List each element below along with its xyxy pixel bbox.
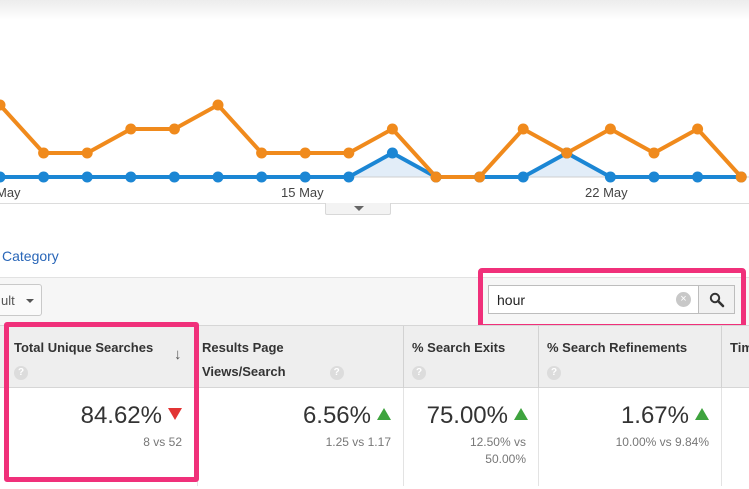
data-point[interactable] xyxy=(212,99,224,111)
column-header-search-exits[interactable]: % Search Exits ? xyxy=(403,326,538,388)
data-point[interactable] xyxy=(386,123,398,135)
data-point[interactable] xyxy=(517,123,529,135)
data-point[interactable] xyxy=(561,147,573,159)
summary-cell-results-page-views: 6.56% 1.25 vs 1.17 xyxy=(197,388,403,486)
data-point[interactable] xyxy=(256,171,268,183)
caret-down-icon xyxy=(26,299,34,303)
summary-value-text: 84.62% xyxy=(80,402,162,429)
increase-arrow-icon xyxy=(695,408,709,420)
chevron-down-icon xyxy=(354,206,364,211)
data-point[interactable] xyxy=(125,123,137,135)
data-point[interactable] xyxy=(517,171,529,183)
data-point[interactable] xyxy=(125,171,137,183)
data-point[interactable] xyxy=(299,171,311,183)
top-band xyxy=(0,0,749,20)
x-tick-label: 22 May xyxy=(585,185,628,200)
summary-comparison: 8 vs 52 xyxy=(143,435,182,449)
data-point[interactable] xyxy=(0,99,6,111)
column-header-total-unique-searches[interactable]: Total Unique Searches ? ↓ xyxy=(0,326,197,388)
column-header-label: Tim xyxy=(730,340,749,355)
segment-dropdown[interactable]: ult xyxy=(0,284,42,316)
summary-value-text: 1.67% xyxy=(620,402,689,429)
column-header-label: % Search Refinements xyxy=(547,340,688,355)
summary-comparison: 12.50% vs 50.00% xyxy=(470,434,526,468)
comparison-line: 12.50% vs xyxy=(469,435,526,449)
summary-value: 6.56% xyxy=(303,402,391,430)
data-point[interactable] xyxy=(430,171,442,183)
decrease-arrow-icon xyxy=(168,408,182,420)
column-header-label: Results Page Views/Search xyxy=(202,340,286,379)
trend-chart: May 15 May 22 May xyxy=(0,85,749,205)
data-point[interactable] xyxy=(38,171,50,183)
series-line xyxy=(0,151,742,179)
column-header-time[interactable]: Tim xyxy=(721,326,749,388)
help-icon[interactable]: ? xyxy=(412,365,426,380)
table-search-input[interactable] xyxy=(488,285,699,314)
increase-arrow-icon xyxy=(514,408,528,420)
summary-value-text: 6.56% xyxy=(302,402,371,429)
column-highlight-box xyxy=(4,322,199,482)
data-point[interactable] xyxy=(256,147,268,159)
summary-cell-total-unique-searches: 84.62% 8 vs 52 xyxy=(0,388,197,486)
summary-cell-search-refinements: 1.67% 10.00% vs 9.84% xyxy=(538,388,721,486)
search-button[interactable] xyxy=(698,285,735,314)
summary-value: 75.00% xyxy=(427,402,528,430)
summary-value: 1.67% xyxy=(621,402,709,430)
data-point[interactable] xyxy=(648,171,660,183)
data-point[interactable] xyxy=(212,171,224,183)
data-point[interactable] xyxy=(386,147,398,159)
data-point[interactable] xyxy=(474,171,486,183)
x-tick-label: 15 May xyxy=(281,185,324,200)
data-point[interactable] xyxy=(735,171,747,183)
data-point[interactable] xyxy=(343,147,355,159)
column-header-label: Total Unique Searches xyxy=(14,340,154,355)
comparison-line: 50.00% xyxy=(485,452,526,466)
sort-descending-icon[interactable]: ↓ xyxy=(174,346,182,363)
data-point[interactable] xyxy=(168,171,180,183)
increase-arrow-icon xyxy=(377,408,391,420)
data-point[interactable] xyxy=(692,171,704,183)
data-point[interactable] xyxy=(648,147,660,159)
data-point[interactable] xyxy=(0,171,6,183)
summary-comparison: 10.00% vs 9.84% xyxy=(615,435,709,449)
column-header-results-page-views[interactable]: Results Page Views/Search ? xyxy=(197,326,403,388)
chart-collapse-toggle[interactable] xyxy=(325,203,391,215)
category-link[interactable]: Category xyxy=(2,248,59,264)
help-icon[interactable]: ? xyxy=(14,365,28,380)
series-line xyxy=(0,103,743,179)
segment-dropdown-label: ult xyxy=(1,293,15,308)
help-icon[interactable]: ? xyxy=(547,365,561,380)
summary-value: 84.62% xyxy=(81,402,182,430)
data-point[interactable] xyxy=(168,123,180,135)
help-icon[interactable]: ? xyxy=(329,365,344,380)
summary-value-text: 75.00% xyxy=(426,402,508,429)
summary-cell-time xyxy=(721,388,749,486)
data-point[interactable] xyxy=(81,147,93,159)
trend-chart-svg: May 15 May 22 May xyxy=(0,99,749,200)
data-point[interactable] xyxy=(692,123,704,135)
data-point[interactable] xyxy=(343,171,355,183)
magnifier-icon xyxy=(709,292,725,308)
data-point[interactable] xyxy=(81,171,93,183)
summary-comparison: 1.25 vs 1.17 xyxy=(325,435,391,449)
data-point[interactable] xyxy=(604,171,616,183)
x-tick-label: May xyxy=(0,185,21,200)
summary-cell-search-exits: 75.00% 12.50% vs 50.00% xyxy=(403,388,538,486)
search-highlight-box xyxy=(478,268,746,329)
column-header-label: % Search Exits xyxy=(412,340,506,355)
column-header-search-refinements[interactable]: % Search Refinements ? xyxy=(538,326,721,388)
table-header: Total Unique Searches ? ↓ Results Page V… xyxy=(0,325,749,388)
data-point[interactable] xyxy=(604,123,616,135)
clear-icon[interactable]: × xyxy=(676,292,691,307)
data-point[interactable] xyxy=(299,147,311,159)
data-point[interactable] xyxy=(38,147,50,159)
